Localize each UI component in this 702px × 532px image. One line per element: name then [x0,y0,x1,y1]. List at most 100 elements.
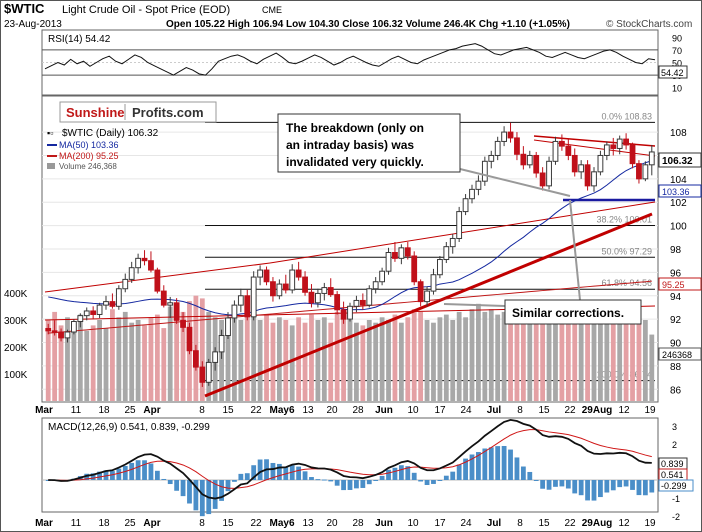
ma200-value-box [658,277,702,291]
macd-hist-bar [392,467,398,480]
volume-bar [565,314,571,401]
macd-hist-bar [553,480,558,487]
volume-bar [270,322,276,401]
y-tick-label: 102 [670,198,687,209]
macd-hist-bar [315,479,321,481]
x-tick-label: 22 [250,405,262,416]
candle-body [51,330,58,333]
candle-body [321,287,328,294]
volume-bar [379,317,385,401]
candle-body [128,267,135,280]
volume-bar [360,325,366,401]
volume-bar [71,322,77,401]
ma50-value-box [658,184,702,198]
candle-body [90,310,97,315]
x-tick-label: 24 [460,518,472,529]
y-tick-label: 92 [670,315,682,326]
corrections-box [504,299,642,325]
volume-bar [283,320,289,401]
candle-body [257,269,264,278]
macd-hist-bar [431,480,436,484]
macd-hist-bar [161,478,167,480]
upper-channel-line-2 [269,201,656,264]
volume-bar [225,322,231,401]
volume-bar [264,314,269,401]
ma50-value: 103.36 [662,187,690,197]
candle-body [610,144,617,149]
candle-body [199,366,206,383]
volume-bar [206,311,212,401]
macd-hist-bar [238,473,244,480]
candle-body [597,154,604,173]
macd-hist-bar [110,471,115,480]
legend-ma200: MA(200) 95.25 [59,151,119,161]
candle-body [205,361,212,383]
macd-hist-bar [437,480,443,481]
volume-bar [142,325,147,401]
rsi-tick-label: 70 [672,46,682,56]
x-tick-label: Mar [35,405,53,416]
corrections-pointer-2 [569,199,581,301]
macd-hist-bar [533,480,539,481]
volume-bar [418,311,424,401]
macd-hist-bar [508,449,513,480]
volume-bar [238,320,244,401]
volume-bar [527,311,533,401]
x-tick-label: 20 [326,405,338,416]
volume-bar [431,322,436,401]
macd-hist-bar [283,466,289,480]
candle-body [231,304,238,319]
brand-part2: Profits.com [132,105,204,120]
candle-body [514,137,520,155]
volume-tick-label: 200K [4,343,28,354]
legend-candle-icon: ▪▫ [47,128,53,138]
volume-value-box [658,347,702,361]
volume-bar [463,317,468,401]
brand-part1: Sunshine [66,105,125,120]
x-tick-label: 15 [222,518,234,529]
x-tick-label: 13 [302,405,314,416]
quote-line: Open 105.22 High 106.94 Low 104.30 Close… [166,19,570,30]
candle-body [192,350,199,368]
candlesticks [45,122,655,387]
volume-bar [636,314,642,401]
macd-hist-bar [398,465,404,480]
volume-bar [122,311,128,401]
volume-bar [585,309,590,401]
volume-bars [45,295,655,401]
candle-body [462,198,469,213]
volume-bar [129,322,135,401]
macd-hist-bar [469,454,475,480]
y-tick-label: 108 [670,128,687,139]
x-tick-label: 8 [517,405,523,416]
volume-bar [154,314,160,401]
y-tick-label: 94 [670,292,682,303]
macd-hist-bar [309,477,314,480]
candle-body [591,171,597,187]
volume-bar [598,314,603,401]
volume-bar [321,317,327,401]
macd-tick-label: -1 [672,494,680,504]
candle-body [167,302,174,306]
macd-hist-bar [578,480,584,496]
volume-bar [630,309,635,401]
candle-body [250,276,257,318]
candle-body [314,292,321,304]
macd-hist-bar [354,480,359,489]
candle-body [475,180,482,190]
volume-bar [392,314,398,401]
candle-body [225,317,231,337]
macd-hist-bar [546,480,552,490]
breakdown-pointer [455,167,571,197]
candle-body [385,252,392,272]
fib-label: 38.2% 100.01 [596,214,652,224]
y-tick-label: 88 [670,362,682,373]
candle-body [546,160,552,187]
candle-body [571,154,578,173]
candle-body [520,153,527,166]
candle-body [334,294,341,311]
candle-body [141,257,148,262]
x-tick-label: 29Aug [582,518,613,529]
macd-hist-bar [411,472,417,480]
